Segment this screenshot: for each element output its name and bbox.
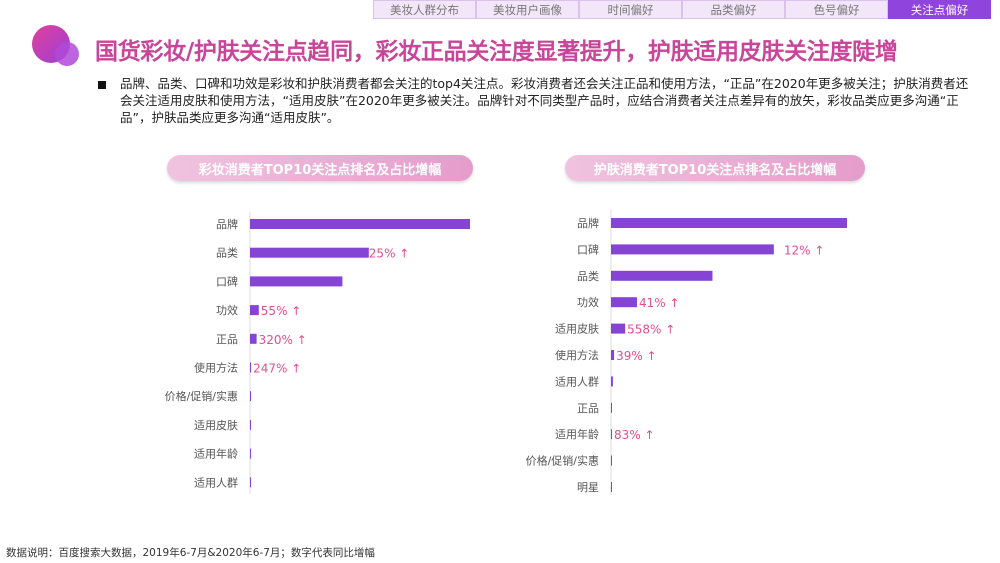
category-label: 品牌 [216,217,238,231]
tab-0[interactable]: 美妆人群分布 [373,0,476,19]
category-label: 功效 [216,303,238,317]
category-label: 适用皮肤 [194,418,238,432]
growth-label: 41% ↑ [639,296,680,310]
growth-label: 25% ↑ [369,247,410,261]
tab-1[interactable]: 美妆用户画像 [476,0,579,19]
bar [250,391,251,402]
growth-label: 320% ↑ [259,333,307,347]
nav-tabs: 美妆人群分布 美妆用户画像 时间偏好 品类偏好 色号偏好 关注点偏好 [373,0,991,19]
growth-label: 55% ↑ [261,304,302,318]
category-label: 正品 [577,402,599,415]
chart-title-skincare: 护肤消费者TOP10关注点排名及占比增幅 [565,155,865,181]
bar [611,376,613,387]
bar [250,247,369,258]
category-label: 品类 [577,269,599,283]
bar [611,482,612,492]
page-title: 国货彩妆/护肤关注点趋同，彩妆正品关注度显著提升，护肤适用皮肤关注度陡增 [95,39,898,65]
bar [250,333,257,344]
bullet-icon [98,81,106,89]
category-label: 适用年龄 [555,427,599,441]
category-label: 使用方法 [555,348,599,362]
category-label: 价格/促销/实惠 [165,389,238,403]
bar [611,350,615,360]
bar [611,244,774,255]
bar [250,219,470,229]
bar [611,455,612,466]
category-label: 适用人群 [555,374,599,388]
category-label: 使用方法 [194,361,238,375]
tab-3[interactable]: 品类偏好 [682,0,785,19]
category-label: 适用年龄 [194,447,238,461]
bar [250,305,259,316]
bar [250,477,251,488]
category-label: 功效 [577,295,599,309]
bar [611,270,713,281]
tab-2[interactable]: 时间偏好 [579,0,682,19]
bar [611,323,626,334]
category-label: 品类 [216,246,238,260]
footnote: 数据说明：百度搜索大数据，2019年6-7月&2020年6-7月；数字代表同比增… [6,547,375,559]
category-label: 正品 [216,333,238,346]
bar [250,362,252,373]
description: 品牌、品类、口碑和功效是彩妆和护肤消费者都会关注的top4关注点。彩妆消费者还会… [120,76,969,125]
category-label: 品牌 [577,216,599,230]
tab-4[interactable]: 色号偏好 [785,0,888,19]
tab-5[interactable]: 关注点偏好 [888,0,991,19]
bar [611,429,612,440]
bar [611,218,847,228]
growth-label: 247% ↑ [253,362,301,376]
growth-label: 83% ↑ [614,428,655,442]
category-label: 口碑 [216,275,238,288]
bar [250,448,251,459]
category-label: 价格/促销/实惠 [526,454,599,468]
category-label: 明星 [577,481,599,494]
growth-label: 39% ↑ [616,349,657,363]
logo-icon [32,25,79,66]
growth-label: 12% ↑ [784,243,825,257]
bar [250,419,251,430]
bar [611,297,637,308]
growth-label: 558% ↑ [627,323,675,337]
bar [250,276,343,287]
category-label: 适用皮肤 [555,322,599,336]
bar [611,402,612,413]
category-label: 适用人群 [194,475,238,489]
category-label: 口碑 [577,243,599,256]
chart-title-makeup: 彩妆消费者TOP10关注点排名及占比增幅 [167,155,473,181]
